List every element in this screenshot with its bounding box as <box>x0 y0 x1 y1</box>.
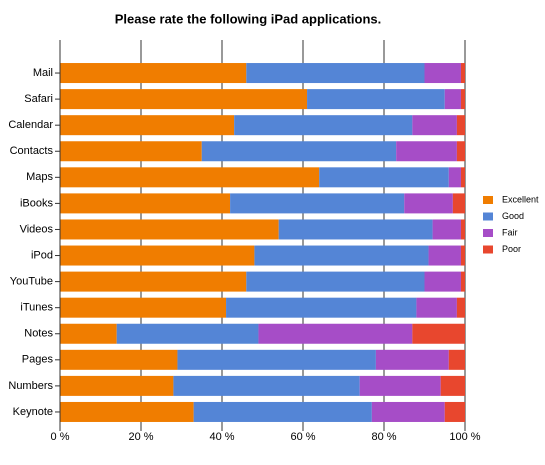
bar-segment <box>440 375 465 396</box>
bar-segment <box>424 271 461 292</box>
bar-segment <box>60 375 174 396</box>
bar-segment <box>246 271 425 292</box>
y-tick-label: Contacts <box>10 145 54 157</box>
bar-segment <box>448 349 465 370</box>
bar-segment <box>412 323 465 344</box>
bar-segment <box>307 89 445 110</box>
y-tick-label: YouTube <box>10 276 53 288</box>
x-tick-label: 80 % <box>371 431 396 443</box>
bar-segment <box>460 89 465 110</box>
bar-segment <box>60 141 202 162</box>
bar-segment <box>177 349 376 370</box>
x-tick-label: 100 % <box>449 431 480 443</box>
y-tick-label: Pages <box>22 354 54 366</box>
bar-segment <box>375 349 449 370</box>
legend-label: Fair <box>502 227 518 237</box>
y-tick-label: Safari <box>24 93 53 105</box>
x-tick-label: 0 % <box>51 431 70 443</box>
bar-segment <box>60 89 308 110</box>
bar-segment <box>428 245 461 266</box>
bar-segment <box>404 193 453 214</box>
bar-segment <box>226 297 417 318</box>
x-tick-label: 20 % <box>128 431 153 443</box>
bar-segment <box>412 115 457 136</box>
bar-segment <box>173 375 360 396</box>
legend-swatch <box>483 196 493 204</box>
y-tick-label: Keynote <box>13 406 53 418</box>
y-tick-label: iTunes <box>20 302 53 314</box>
bar-segment <box>278 219 433 240</box>
bar-segment <box>444 401 465 422</box>
bar-segment <box>456 115 465 136</box>
bar-segment <box>460 219 465 240</box>
bar-segment <box>60 401 194 422</box>
bar-segment <box>432 219 461 240</box>
bar-segment <box>60 63 247 84</box>
bar-segment <box>193 401 372 422</box>
bar-segment <box>60 323 117 344</box>
bar-segment <box>319 167 449 188</box>
y-tick-label: iBooks <box>20 197 54 209</box>
bar-segment <box>359 375 441 396</box>
bar-segment <box>424 63 461 84</box>
bar-segment <box>60 167 320 188</box>
bar-segment <box>460 63 465 84</box>
chart-title: Please rate the following iPad applicati… <box>115 11 382 26</box>
bar-segment <box>456 297 465 318</box>
y-tick-label: Notes <box>24 328 53 340</box>
bar-segment <box>460 271 465 292</box>
bar-segment <box>60 271 247 292</box>
bar-segment <box>60 349 178 370</box>
legend-swatch <box>483 229 493 237</box>
bar-segment <box>396 141 457 162</box>
bar-segment <box>230 193 405 214</box>
y-tick-label: Mail <box>33 67 53 79</box>
bar-segment <box>416 297 457 318</box>
bar-segment <box>460 245 465 266</box>
x-tick-label: 40 % <box>209 431 234 443</box>
bar-segment <box>60 219 279 240</box>
x-tick-label: 60 % <box>290 431 315 443</box>
legend-label: Good <box>502 211 524 221</box>
legend-swatch <box>483 245 493 254</box>
bar-segment <box>60 193 231 214</box>
bar-segment <box>60 115 235 136</box>
bar-segment <box>456 141 465 162</box>
bar-segment <box>201 141 397 162</box>
y-tick-label: Calendar <box>8 119 53 131</box>
y-tick-label: Videos <box>20 223 54 235</box>
bar-segment <box>60 245 255 266</box>
bar-segment <box>60 297 227 318</box>
bar-segment <box>460 167 465 188</box>
bar-segment <box>371 401 445 422</box>
bar-segment <box>448 167 461 188</box>
bar-segment <box>246 63 425 84</box>
bar-segment <box>444 89 461 110</box>
bar-segment <box>452 193 465 214</box>
bar-segment <box>116 323 259 344</box>
legend-swatch <box>483 212 493 221</box>
bar-segment <box>254 245 429 266</box>
bar-segment <box>258 323 413 344</box>
y-tick-label: Numbers <box>8 380 53 392</box>
y-tick-label: Maps <box>26 171 53 183</box>
legend-label: Excellent <box>502 194 539 204</box>
legend-label: Poor <box>502 244 521 254</box>
bar-segment <box>234 115 413 136</box>
y-tick-label: iPod <box>31 249 53 261</box>
